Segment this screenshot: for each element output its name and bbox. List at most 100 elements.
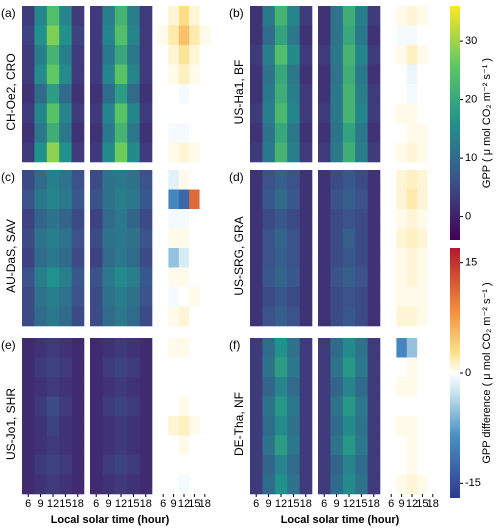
heatmap-cell <box>22 338 35 358</box>
heatmap-cell <box>342 142 356 163</box>
heatmap-cell <box>367 170 381 190</box>
heatmap-cell <box>318 6 331 26</box>
heatmap-cell <box>71 396 85 417</box>
heatmap-cell <box>168 357 180 378</box>
heatmap-cell <box>199 6 211 26</box>
heatmap-cell <box>127 357 140 378</box>
heatmap-cell <box>34 435 48 456</box>
heatmap-cell <box>287 142 300 163</box>
heatmap-cell <box>168 435 180 456</box>
heatmap-cell <box>396 209 408 229</box>
heatmap-cell <box>427 377 439 397</box>
heatmap-cell <box>102 189 116 210</box>
heatmap-cell <box>34 248 48 268</box>
heatmap-cell <box>330 6 344 26</box>
heatmap-cell <box>396 338 408 358</box>
heatmap-cell <box>406 209 418 229</box>
heatmap-cell <box>417 338 428 358</box>
heatmap-cell <box>299 170 313 190</box>
heatmap-cell <box>168 267 180 288</box>
heatmap-cell <box>178 435 190 456</box>
heatmap-cell <box>299 248 313 268</box>
heatmap-cell <box>127 189 140 210</box>
heatmap-cell <box>71 287 85 307</box>
heatmap-cell <box>102 377 116 397</box>
heatmap-cell <box>274 84 288 104</box>
heatmap-cell <box>139 6 153 26</box>
heatmap-cell <box>367 357 381 378</box>
heatmap-cell <box>189 45 200 65</box>
heatmap-cell <box>59 25 72 46</box>
heatmap-cell <box>22 170 35 190</box>
heatmap-cell <box>318 416 331 436</box>
heatmap-cell <box>396 474 408 495</box>
x-tick-label: 9 <box>266 498 272 510</box>
heatmap-cell <box>342 25 356 46</box>
heatmap-cell <box>386 416 397 436</box>
heatmap-cell <box>262 189 276 210</box>
heatmap-cell <box>417 267 428 288</box>
heatmap-cell <box>59 64 72 85</box>
heatmap-cell <box>427 103 439 124</box>
heatmap-cell <box>189 25 200 46</box>
heatmap-cell <box>34 377 48 397</box>
heatmap-cell <box>199 170 211 190</box>
heatmap-cell <box>417 357 428 378</box>
heatmap-cell <box>102 338 116 358</box>
heatmap-cell <box>139 123 153 143</box>
heatmap-cell <box>417 396 428 417</box>
heatmap-cell <box>46 248 60 268</box>
heatmap-cell <box>367 435 381 456</box>
heatmap-cell <box>274 306 288 327</box>
heatmap-cell <box>71 103 85 124</box>
heatmap-cell <box>34 416 48 436</box>
x-tick-label: 15 <box>416 498 428 510</box>
heatmap-cell <box>114 287 128 307</box>
heatmap-cell <box>342 377 356 397</box>
heatmap-cell <box>355 455 368 475</box>
heatmap-cell <box>386 267 397 288</box>
heatmap-cell <box>299 455 313 475</box>
x-tick-label: 15 <box>127 498 139 510</box>
heatmap-cell <box>90 377 103 397</box>
heatmap-cell <box>22 416 35 436</box>
heatmap-cell <box>139 396 153 417</box>
heatmap-cell <box>250 377 263 397</box>
heatmap-cell <box>199 209 211 229</box>
heatmap-cell <box>427 267 439 288</box>
heatmap-cell <box>386 357 397 378</box>
heatmap-cell <box>158 84 169 104</box>
heatmap-cell <box>127 170 140 190</box>
heatmap-cell <box>417 435 428 456</box>
heatmap-cell <box>318 396 331 417</box>
heatmap-cell <box>318 306 331 327</box>
heatmap-cell <box>406 84 418 104</box>
colorbar-tick-label: 15 <box>465 257 477 269</box>
heatmap-cell <box>417 25 428 46</box>
heatmap-cell <box>386 435 397 456</box>
heatmap-cell <box>330 189 344 210</box>
heatmap-cell <box>386 338 397 358</box>
heatmap-cell <box>262 267 276 288</box>
heatmap-cell <box>386 170 397 190</box>
heatmap-cell <box>34 189 48 210</box>
heatmap-cell <box>417 6 428 26</box>
heatmap-cell <box>406 142 418 163</box>
heatmap-cell <box>46 267 60 288</box>
heatmap-cell <box>114 435 128 456</box>
heatmap-cell <box>168 474 180 495</box>
heatmap-cell <box>90 357 103 378</box>
heatmap-cell <box>299 189 313 210</box>
heatmap-cell <box>274 474 288 495</box>
heatmap-cell <box>417 287 428 307</box>
heatmap-cell <box>59 189 72 210</box>
x-tick-label: 9 <box>106 498 112 510</box>
heatmap-cell <box>199 474 211 495</box>
heatmap-cell <box>287 287 300 307</box>
heatmap-cell <box>427 357 439 378</box>
heatmap-cell <box>158 474 169 495</box>
colorbar-label: GPP ( μ mol CO₂ m⁻² s⁻¹ ) <box>481 58 493 188</box>
panel-label: (f) <box>229 338 240 352</box>
heatmap-cell <box>189 377 200 397</box>
heatmap-cell <box>34 306 48 327</box>
